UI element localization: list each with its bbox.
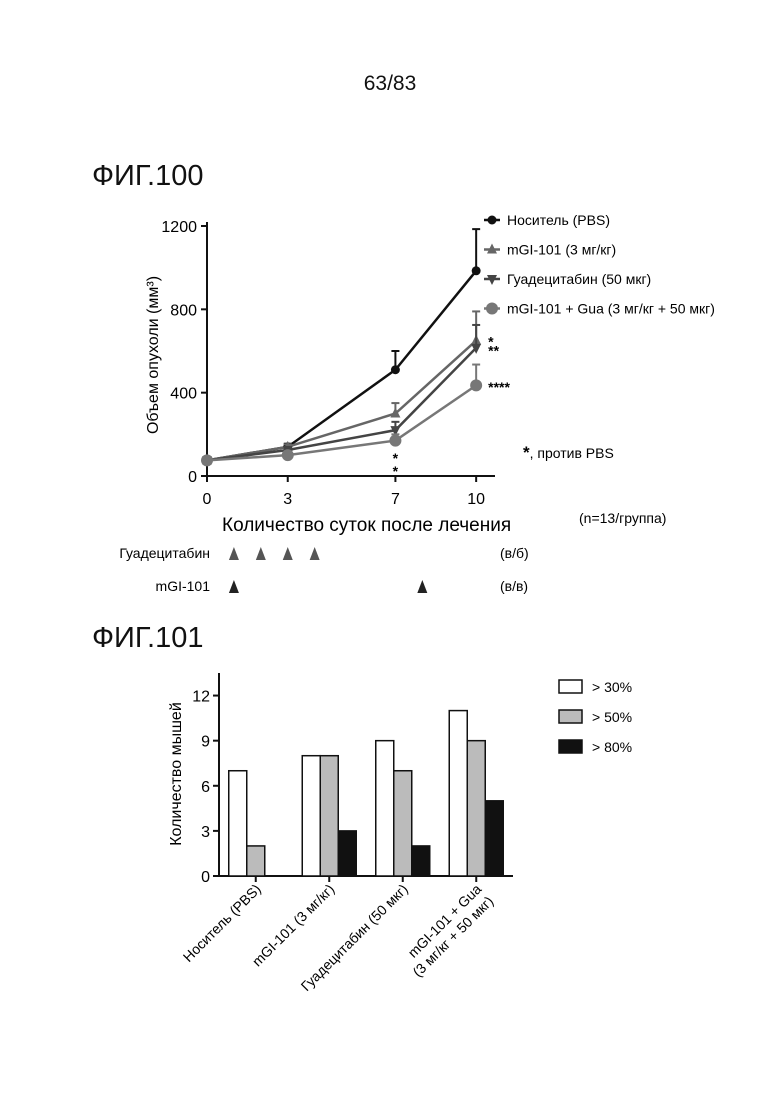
- bar: [376, 741, 394, 876]
- y-tick-label: 9: [201, 734, 210, 751]
- line-chart-xlabel: Количество суток после лечения: [222, 515, 511, 536]
- dose-marker: [310, 547, 320, 560]
- data-point: [201, 454, 213, 466]
- dosing-row-route: (в/в): [500, 578, 528, 594]
- bar: [302, 756, 320, 876]
- data-point: [389, 435, 401, 447]
- x-tick-label: 7: [391, 491, 400, 508]
- significance-note: *, против PBS: [523, 443, 614, 462]
- legend-label: > 80%: [592, 739, 632, 755]
- legend-marker: [486, 303, 498, 315]
- x-tick-label-line: Носитель (PBS): [180, 881, 264, 965]
- legend-label: > 30%: [592, 679, 632, 695]
- dosing-row-route: (в/б): [500, 545, 529, 561]
- group-size-note: (n=13/группа): [579, 510, 666, 526]
- data-point: [282, 449, 294, 461]
- data-point: [472, 266, 481, 275]
- significance-mark: **: [488, 342, 499, 358]
- data-point: [470, 379, 482, 391]
- bar: [449, 711, 467, 876]
- significance-mark: ****: [488, 379, 510, 395]
- bar: [467, 741, 485, 876]
- bar: [338, 831, 356, 876]
- y-tick-label: 1200: [161, 219, 197, 236]
- x-tick-label: mGI-101 + Gua(3 мг/кг + 50 мкг): [397, 881, 496, 980]
- x-tick-label: Носитель (PBS): [180, 881, 264, 965]
- series-line: [207, 348, 476, 461]
- series-line: [207, 341, 476, 461]
- legend-swatch: [559, 710, 582, 723]
- dosing-schedule: Гуадецитабин (в/б) mGI-101 (в/в): [119, 545, 528, 594]
- dosing-row-name: Гуадецитабин: [119, 545, 210, 561]
- bar: [485, 801, 503, 876]
- bar-chart-ylabel: Количество мышей: [168, 702, 185, 846]
- series-line: [207, 271, 476, 461]
- y-tick-label: 400: [170, 386, 197, 403]
- legend-label: mGI-101 + Gua (3 мг/кг + 50 мкг): [507, 301, 715, 317]
- bar: [320, 756, 338, 876]
- dose-marker: [417, 580, 427, 593]
- legend-label: Гуадецитабин (50 мкг): [507, 271, 651, 287]
- significance-note-text: , против PBS: [530, 445, 614, 461]
- y-tick-label: 12: [192, 689, 210, 706]
- bar: [229, 771, 247, 876]
- bar-chart: 036912Носитель (PBS)mGI-101 (3 мг/кг)Гуа…: [180, 673, 632, 994]
- bar: [247, 846, 265, 876]
- bar: [394, 771, 412, 876]
- series-3: [201, 365, 482, 467]
- legend-label: > 50%: [592, 709, 632, 725]
- x-tick-label: 0: [203, 491, 212, 508]
- legend-marker: [488, 216, 497, 225]
- y-tick-label: 800: [170, 302, 197, 319]
- y-tick-label: 0: [201, 869, 210, 886]
- series-line: [207, 385, 476, 460]
- dose-marker: [283, 547, 293, 560]
- dose-marker: [229, 547, 239, 560]
- series-2: [202, 325, 481, 466]
- y-tick-label: 6: [201, 779, 210, 796]
- dose-marker: [229, 580, 239, 593]
- y-tick-label: 0: [188, 469, 197, 486]
- dosing-row-name: mGI-101: [156, 578, 211, 594]
- dose-marker: [256, 547, 266, 560]
- y-tick-label: 3: [201, 824, 210, 841]
- legend-label: Носитель (PBS): [507, 212, 610, 228]
- line-chart-ylabel: Объем опухоли (мм³): [145, 276, 162, 434]
- x-tick-label: 10: [467, 491, 485, 508]
- bar: [412, 846, 430, 876]
- legend-swatch: [559, 680, 582, 693]
- x-tick-label: 3: [283, 491, 292, 508]
- line-chart: 0 400 800 1200 0 3 7 10 Носитель (PBS) mGI-101 (3…: [161, 212, 715, 508]
- series-1: [202, 311, 481, 464]
- legend-swatch: [559, 740, 582, 753]
- data-point: [391, 365, 400, 374]
- significance-mark: *: [393, 463, 399, 479]
- legend-label: mGI-101 (3 мг/кг): [507, 242, 616, 258]
